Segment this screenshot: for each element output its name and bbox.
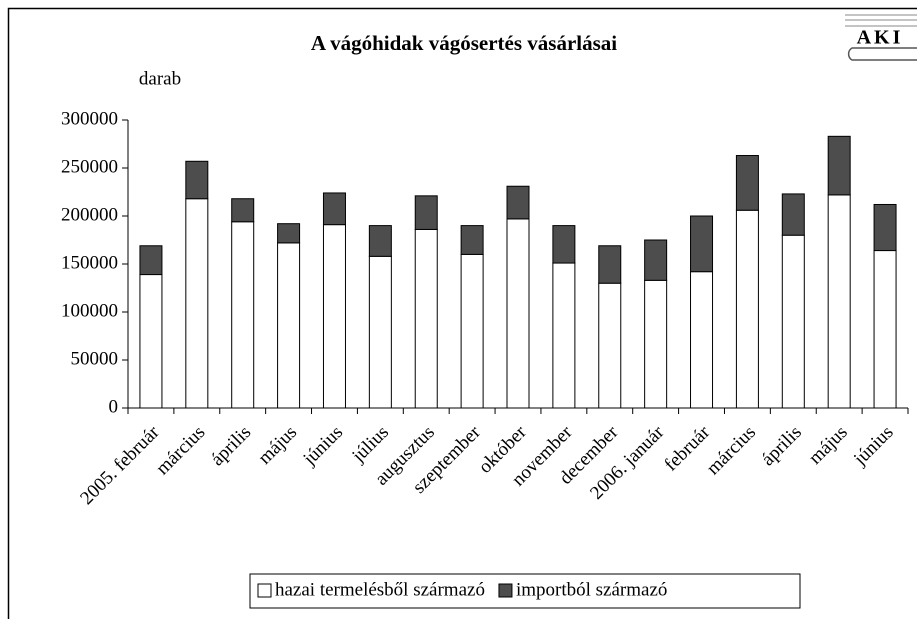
bar-segment (185, 198, 209, 409)
bar-segment (231, 198, 255, 223)
bar-segment (644, 279, 668, 409)
bar-segment (598, 282, 622, 409)
legend-swatch (257, 583, 272, 598)
bar-segment (781, 193, 805, 236)
bar-segment (414, 228, 438, 409)
bar-segment (277, 242, 301, 409)
bar-segment (414, 195, 438, 230)
bar-segment (873, 203, 897, 252)
y-tick-label: 250000 (61, 156, 118, 177)
legend: hazai termelésből származó importból szár… (249, 573, 801, 609)
y-tick-label: 0 (109, 396, 119, 417)
bar-segment (139, 274, 163, 409)
bar-segment (368, 225, 392, 257)
bar-segment (322, 192, 346, 226)
logo-text: AKI (857, 27, 904, 49)
chart-title: A vágóhidak vágósertés vásárlásai (311, 31, 617, 55)
legend-box (249, 573, 801, 609)
logo: AKI (845, 14, 917, 61)
bar-segment (781, 234, 805, 409)
bar-segment (322, 224, 346, 409)
bar-segment (460, 253, 484, 409)
y-tick-label: 200000 (61, 204, 118, 225)
y-tick-label: 150000 (61, 252, 118, 273)
bar-segment (735, 155, 759, 211)
bar-segment (460, 225, 484, 255)
bar-segment (690, 215, 714, 273)
bar-segment (873, 250, 897, 409)
bar-segment (690, 271, 714, 409)
bar-segment (277, 223, 301, 244)
bar-segment (827, 135, 851, 196)
logo-swoosh (847, 47, 917, 61)
bar-segment (552, 225, 576, 264)
bar-segment (644, 239, 668, 281)
legend-label: hazai termelésből származó (275, 579, 485, 600)
y-tick-label: 50000 (71, 348, 119, 369)
bar-segment (552, 262, 576, 409)
logo-lines (845, 14, 917, 27)
legend-swatch (498, 583, 513, 598)
bar-segment (231, 221, 255, 409)
bar-segment (827, 194, 851, 409)
bar-segment (139, 245, 163, 276)
y-tick-label: 300000 (61, 108, 118, 129)
bar-segment (185, 160, 209, 200)
y-axis-label: darab (139, 68, 181, 89)
legend-label: importból származó (516, 579, 667, 600)
bar-segment (506, 218, 530, 409)
y-tick-label: 100000 (61, 300, 118, 321)
bar-segment (735, 209, 759, 409)
bar-segment (506, 185, 530, 220)
bar-segment (598, 245, 622, 284)
bar-segment (368, 255, 392, 409)
